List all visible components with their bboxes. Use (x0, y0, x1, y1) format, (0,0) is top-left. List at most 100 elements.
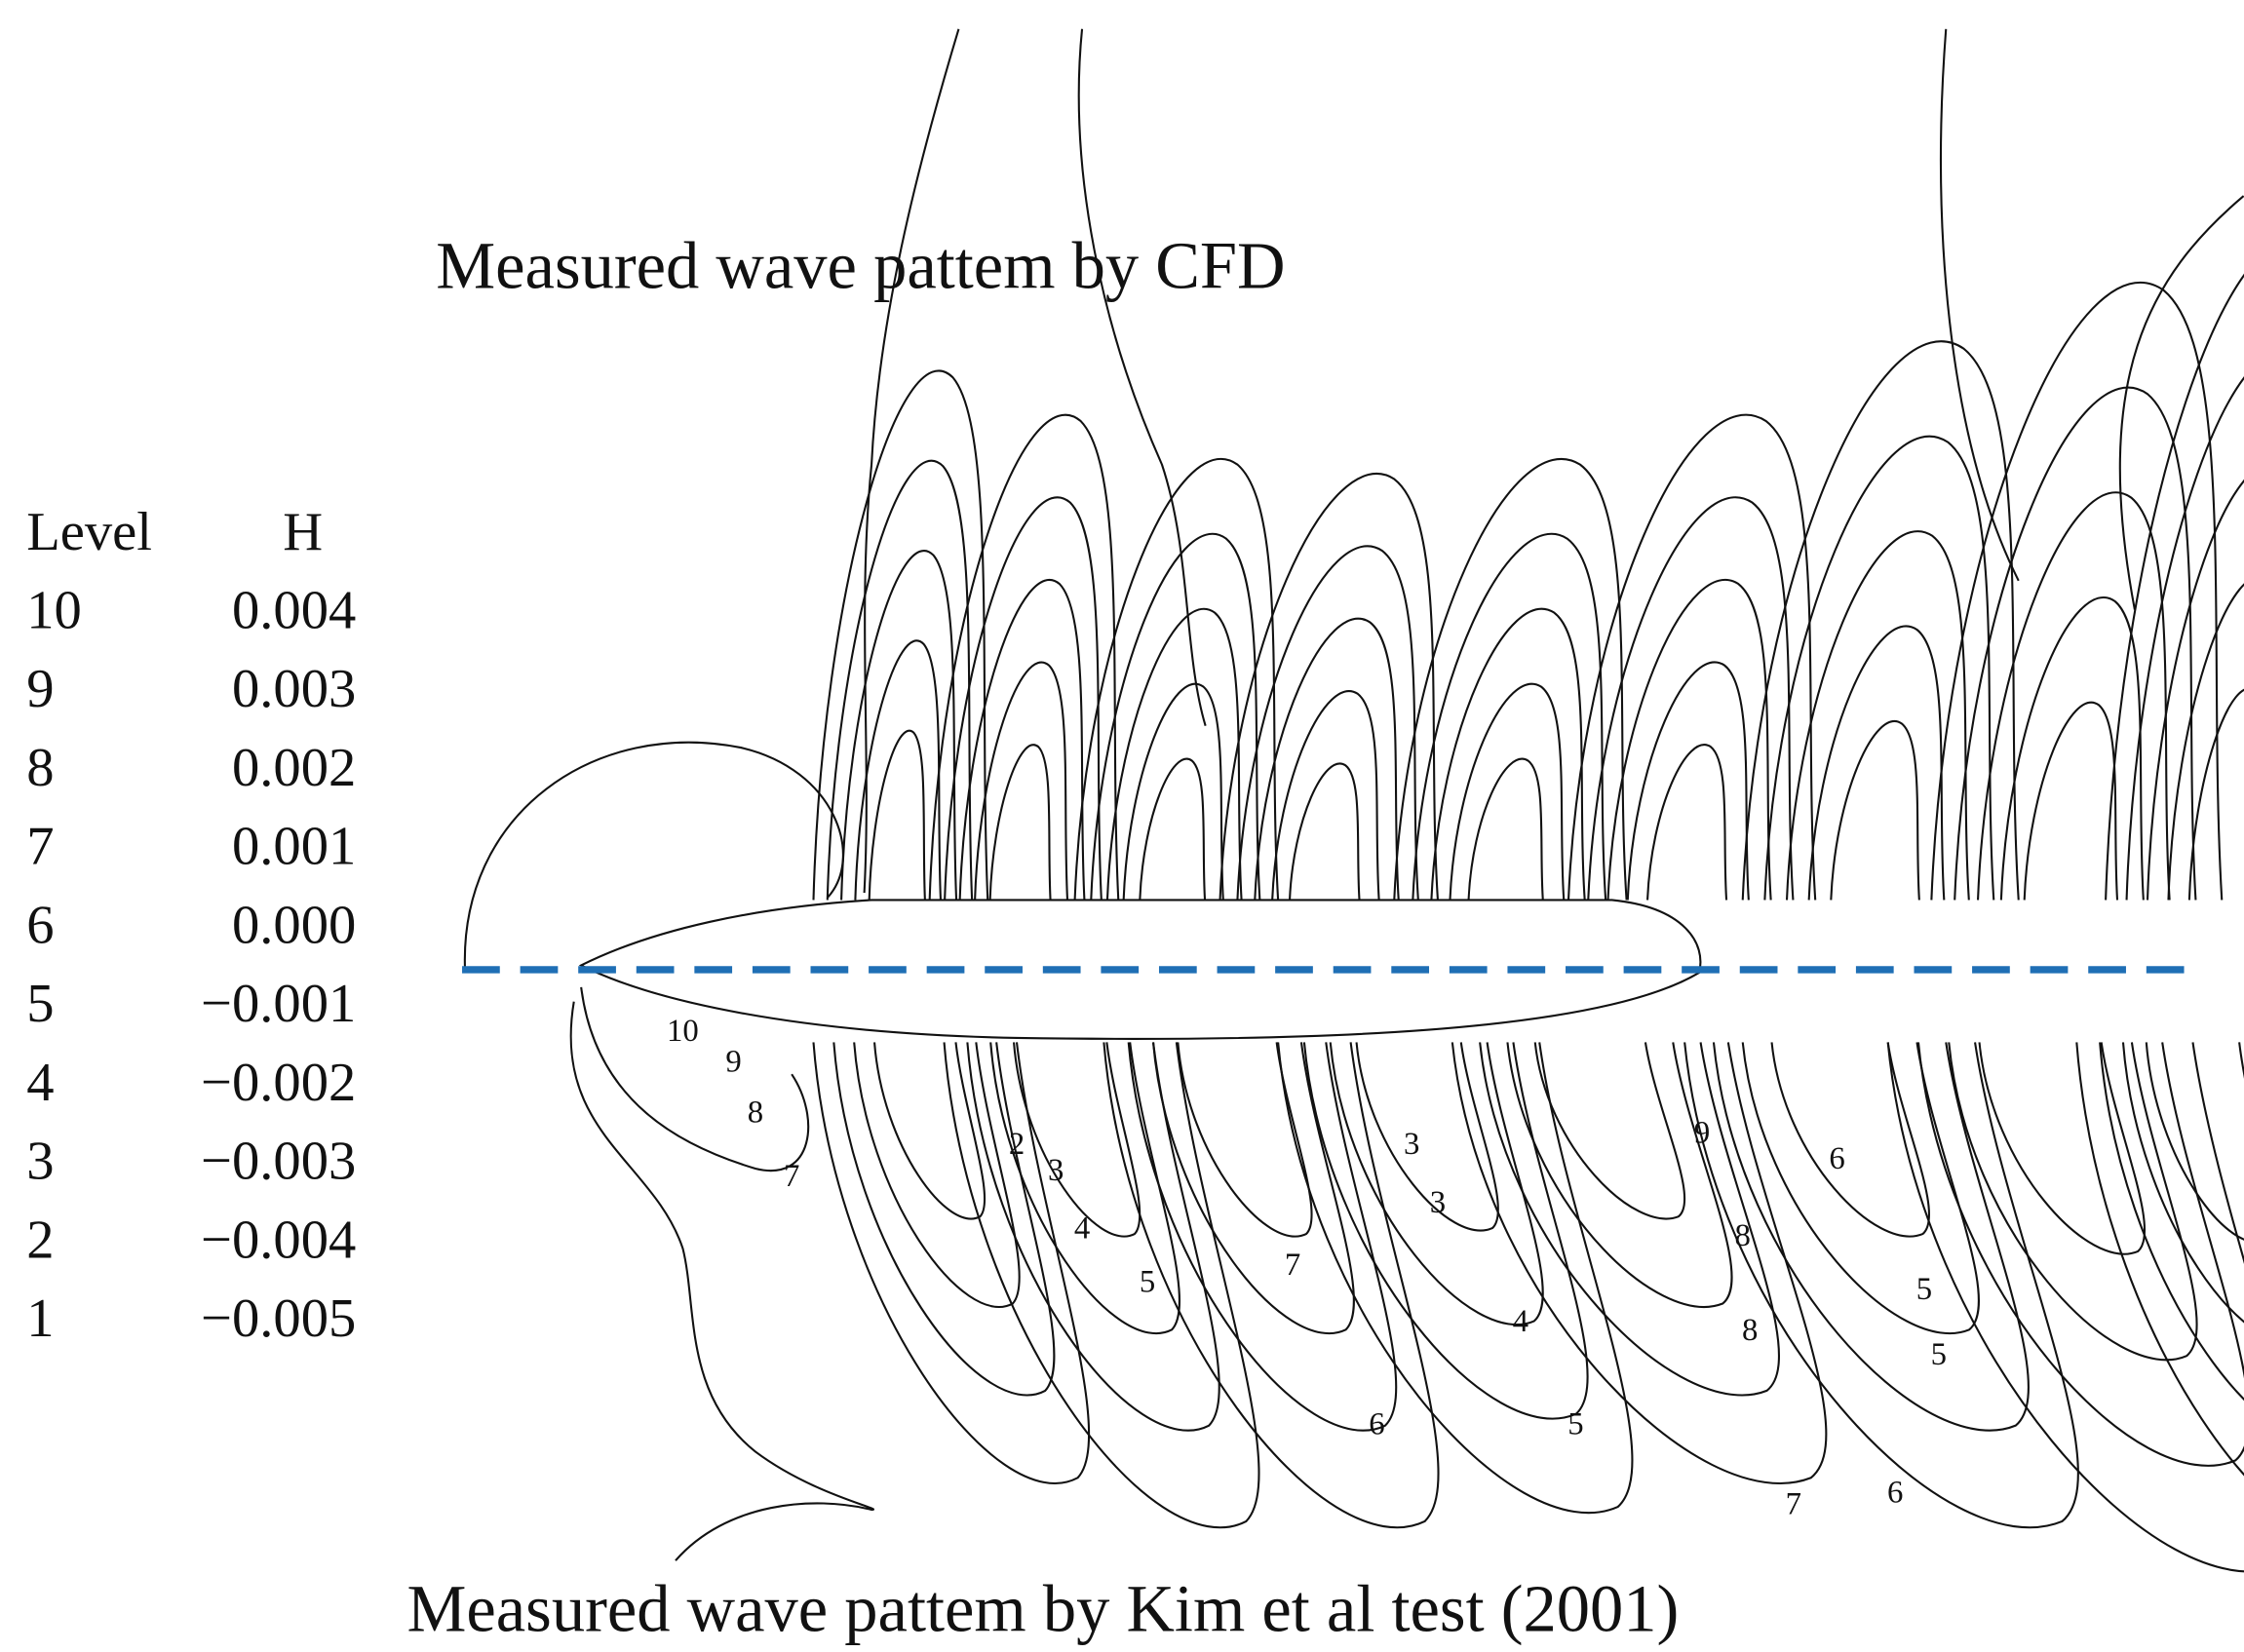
contour-line (1830, 720, 1920, 901)
contour-line (1105, 607, 1243, 901)
contour-label: 3 (1404, 1127, 1419, 1162)
contour-line (1073, 457, 1280, 901)
contour-line (1567, 413, 1817, 901)
contour-line (2075, 1042, 2244, 1477)
contour-line (1940, 28, 2020, 582)
contour-line (1606, 578, 1772, 901)
contour-label: 3 (1430, 1185, 1446, 1220)
legend: Level H 10 0.004 9 0.003 8 0.002 7 0.001 6 0.000 5 −0… (26, 502, 356, 1349)
contour-line (1683, 1042, 2079, 1529)
contour-line (2187, 688, 2244, 901)
legend-value: −0.005 (201, 1288, 356, 1349)
legend-level: 4 (26, 1053, 54, 1113)
contour-line (1271, 690, 1380, 901)
contour-line (1954, 386, 2197, 901)
contour-line (1430, 607, 1586, 901)
contour-line (812, 1042, 1091, 1484)
contour-line (1741, 340, 2020, 901)
contour-line (1479, 1042, 1781, 1397)
contour-line (988, 744, 1052, 901)
legend-level: 7 (26, 817, 54, 877)
contour-line (1103, 1042, 1440, 1529)
contour-line (1763, 435, 1995, 901)
contour-line (1302, 1042, 1589, 1420)
contour-label: 8 (748, 1095, 763, 1130)
contour-label: 4 (1074, 1211, 1090, 1247)
contour-line (826, 459, 974, 901)
contour-label: 7 (1786, 1487, 1801, 1522)
contour-label: 5 (1567, 1407, 1583, 1442)
contour-label: 7 (784, 1159, 799, 1194)
contour-line (1886, 1042, 2244, 1573)
contour-line (1236, 545, 1419, 901)
contour-line (863, 28, 960, 894)
contour-line (1219, 472, 1439, 901)
contour-line (1626, 661, 1750, 901)
contour-line (1467, 757, 1544, 901)
contour-label: 5 (1140, 1265, 1155, 1300)
contour-line (569, 1001, 875, 1561)
legend-level: 2 (26, 1210, 54, 1270)
contour-label: 8 (1735, 1218, 1751, 1253)
legend-value: 0.000 (232, 895, 356, 955)
contour-line (1122, 682, 1224, 901)
contour-line (812, 369, 989, 901)
contour-line (1412, 532, 1607, 901)
legend-value: 0.003 (232, 659, 356, 719)
contour-line (1449, 682, 1566, 901)
contour-line (1451, 1042, 1828, 1484)
contour-label: 6 (1369, 1407, 1384, 1442)
contour-line (958, 578, 1086, 901)
contour-label: 8 (1742, 1313, 1758, 1348)
contour-label: 9 (1694, 1115, 1710, 1150)
contour-line (1976, 491, 2171, 901)
legend-header: H (283, 502, 323, 562)
contour-line (1587, 496, 1795, 901)
contour-label: 7 (1285, 1248, 1300, 1283)
contour-line (1978, 1042, 2147, 1255)
contour-line (2125, 376, 2244, 901)
contour-line (1127, 1042, 1398, 1432)
bottom-title: Measured wave pattem by Kim et al test (… (406, 1571, 1679, 1645)
contour-line (989, 1042, 1180, 1335)
top-title: Measured wave pattem by CFD (436, 229, 1285, 303)
contour-label: 9 (725, 1044, 741, 1079)
contour-line (1916, 1042, 2244, 1467)
contour-line (463, 741, 844, 970)
legend-value: −0.003 (201, 1132, 356, 1192)
contour-line (1329, 1042, 1544, 1326)
contour-line (1741, 1042, 1980, 1335)
contour-line (868, 729, 926, 901)
contour-line (2146, 479, 2244, 901)
legend-value: −0.001 (201, 974, 356, 1034)
contour-line (1077, 28, 1207, 727)
contour-line (1785, 530, 1970, 901)
legend-level: 5 (26, 974, 54, 1034)
contour-line (966, 1042, 1220, 1432)
contour-label: 6 (1887, 1476, 1903, 1511)
contour-line (832, 1042, 1056, 1397)
legend-value: 0.004 (232, 581, 356, 641)
legend-level: 1 (26, 1288, 54, 1349)
contour-line (2023, 701, 2119, 901)
contour-line (840, 550, 958, 901)
contour-line (928, 413, 1120, 901)
legend-level: 8 (26, 738, 54, 798)
contour-line (1139, 757, 1207, 901)
contour-line (2105, 273, 2244, 901)
contour-line (1254, 617, 1400, 901)
contour-line (1277, 1042, 1634, 1515)
contour-line (1930, 282, 2224, 901)
contour-line (1533, 1042, 1686, 1220)
contour-label: 4 (1513, 1304, 1528, 1339)
contour-label: 3 (1048, 1153, 1064, 1188)
contour-line (1645, 744, 1728, 901)
legend-level: 9 (26, 659, 54, 719)
contour-line (1355, 1042, 1499, 1232)
contour-line (2167, 583, 2244, 901)
contour-line (873, 1042, 987, 1220)
legend-level: 3 (26, 1132, 54, 1192)
contour-line (1506, 1042, 1733, 1308)
